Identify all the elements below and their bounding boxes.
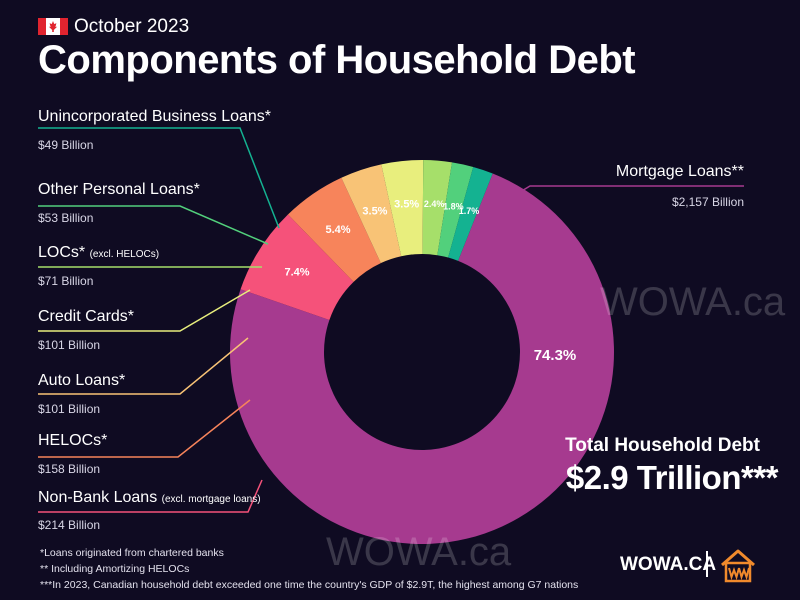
legend-value-mortgage: $2,157 Billion [671, 195, 744, 209]
donut-slice [422, 160, 453, 256]
leader-line [38, 289, 251, 332]
donut-slice [240, 214, 354, 320]
legend-label-auto: Auto Loans* [38, 372, 126, 389]
footnote: ** Including Amortizing HELOCs [40, 563, 190, 575]
leader-line [38, 337, 249, 395]
slice-percent-label: 2.4% [424, 199, 445, 209]
leader-line [38, 479, 263, 513]
slice-percent-label: 3.5% [394, 199, 419, 211]
legend-label-locs: LOCs* (excl. HELOCs) [38, 244, 160, 261]
legend-value-personal: $53 Billion [38, 211, 94, 225]
donut-slice [229, 173, 614, 545]
page-title: Components of Household Debt [38, 38, 636, 82]
donut-slice [287, 177, 381, 282]
slice-percent-label: 74.3% [534, 347, 577, 364]
legend-label-business: Unincorporated Business Loans* [38, 108, 272, 125]
legend-label-personal: Other Personal Loans* [38, 181, 200, 198]
footnote: ***In 2023, Canadian household debt exce… [40, 579, 579, 591]
leader-line [38, 205, 269, 245]
brand-name: WOWA.CA [620, 554, 717, 575]
slice-percent-label: 3.5% [362, 206, 387, 218]
legend-value-locs: $71 Billion [38, 274, 94, 288]
donut-slice [341, 164, 402, 264]
wowa-house-logo-icon [721, 549, 755, 583]
donut-slice [448, 166, 493, 261]
total-label: Total Household Debt [565, 435, 760, 456]
leader-line [519, 185, 744, 193]
legend-label-mortgage: Mortgage Loans** [615, 163, 744, 180]
donut-slice [381, 159, 424, 257]
watermark: WOWA.ca [600, 280, 786, 324]
report-date: October 2023 [74, 16, 190, 37]
watermark: WOWA.ca [326, 530, 512, 574]
total-value: $2.9 Trillion*** [565, 459, 779, 496]
legend-label-credit-cards: Credit Cards* [38, 308, 135, 325]
legend-value-auto: $101 Billion [38, 402, 101, 416]
legend-value-non-bank: $214 Billion [38, 518, 101, 532]
legend-label-helocs: HELOCs* [38, 432, 108, 449]
footnote: *Loans originated from chartered banks [40, 547, 224, 559]
legend-label-non-bank: Non-Bank Loans (excl. mortgage loans) [38, 489, 261, 506]
slice-percent-label: 7.4% [285, 267, 310, 279]
legend-value-business: $49 Billion [38, 138, 94, 152]
slice-percent-label: 1.8% [443, 202, 464, 212]
donut-slice [437, 162, 474, 258]
slice-percent-label: 5.4% [326, 224, 351, 236]
leader-line [38, 127, 280, 229]
canada-flag-icon [38, 18, 68, 35]
legend-value-credit-cards: $101 Billion [38, 338, 101, 352]
leader-line [38, 399, 251, 458]
slice-percent-label: 1.7% [459, 206, 480, 216]
legend-value-helocs: $158 Billion [38, 462, 101, 476]
brand-divider [706, 551, 708, 577]
